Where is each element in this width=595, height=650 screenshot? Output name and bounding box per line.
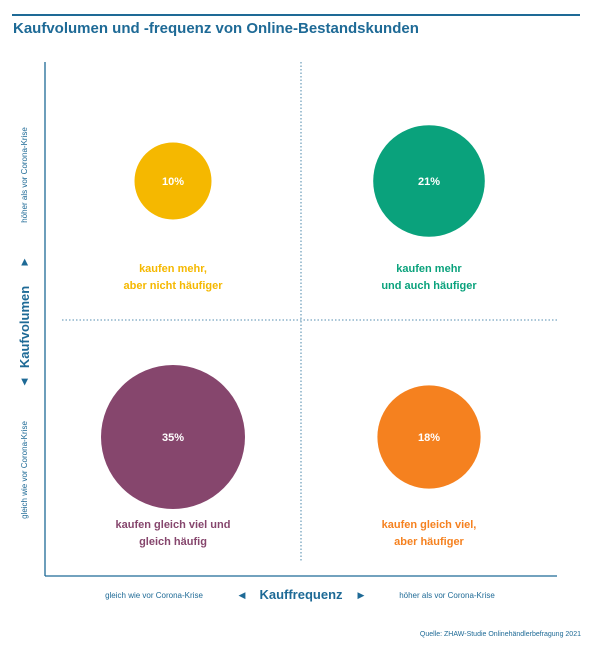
bubble-q-more-and-more-often (373, 125, 485, 237)
quadrant-label-q-same-more-often-line-1: kaufen gleich viel, (382, 519, 477, 531)
quadrant-label-q-more-and-more-often-line-1: kaufen mehr (396, 263, 462, 275)
y-axis-arrow-up: ▶ (19, 258, 29, 265)
quadrant-label-q-more-not-more-often-line-1: kaufen mehr, (139, 263, 207, 275)
bubble-value-q-same-same: 35% (162, 432, 184, 444)
quadrant-labels: kaufen mehr, aber nicht häufiger kaufen me… (116, 263, 478, 548)
quadrant-label-q-same-more-often-line-2: aber häufiger (394, 536, 464, 548)
x-axis-title: Kauffrequenz (259, 587, 343, 602)
bubble-value-q-more-not-more-often: 10% (162, 176, 184, 188)
grid (62, 62, 557, 562)
y-axis-low-label: gleich wie vor Corona-Krise (20, 421, 29, 519)
bubbles: 10% 21% 35% 18% (101, 125, 485, 509)
x-axis-high-label: höher als vor Corona-Krise (399, 591, 495, 600)
bubble-q-same-more-often (377, 385, 481, 489)
quadrant-label-q-same-same-line-2: gleich häufig (139, 536, 207, 548)
x-axis-arrow-right: ▶ (358, 590, 365, 600)
x-axis-arrow-left: ◀ (239, 590, 246, 600)
y-axis-title: Kaufvolumen (17, 286, 32, 368)
source-note: Quelle: ZHAW-Studie Onlinehändlerbefragu… (419, 631, 581, 638)
bubble-value-q-same-more-often: 18% (418, 432, 440, 444)
top-rule (12, 14, 580, 16)
quadrant-label-q-more-and-more-often-line-2: und auch häufiger (381, 280, 477, 292)
bubble-q-more-not-more-often (134, 142, 212, 220)
y-axis-arrow-down: ◀ (19, 378, 29, 385)
bubble-value-q-more-and-more-often: 21% (418, 176, 440, 188)
quadrant-label-q-more-not-more-often-line-2: aber nicht häufiger (123, 280, 223, 292)
axes (44, 62, 557, 577)
chart-title: Kaufvolumen und -frequenz von Online-Bes… (13, 20, 419, 37)
quadrant-label-q-same-same-line-1: kaufen gleich viel und (116, 519, 231, 531)
x-axis-low-label: gleich wie vor Corona-Krise (105, 591, 203, 600)
bubble-q-same-same (101, 365, 245, 509)
y-axis-high-label: höher als vor Corona-Krise (20, 127, 29, 223)
